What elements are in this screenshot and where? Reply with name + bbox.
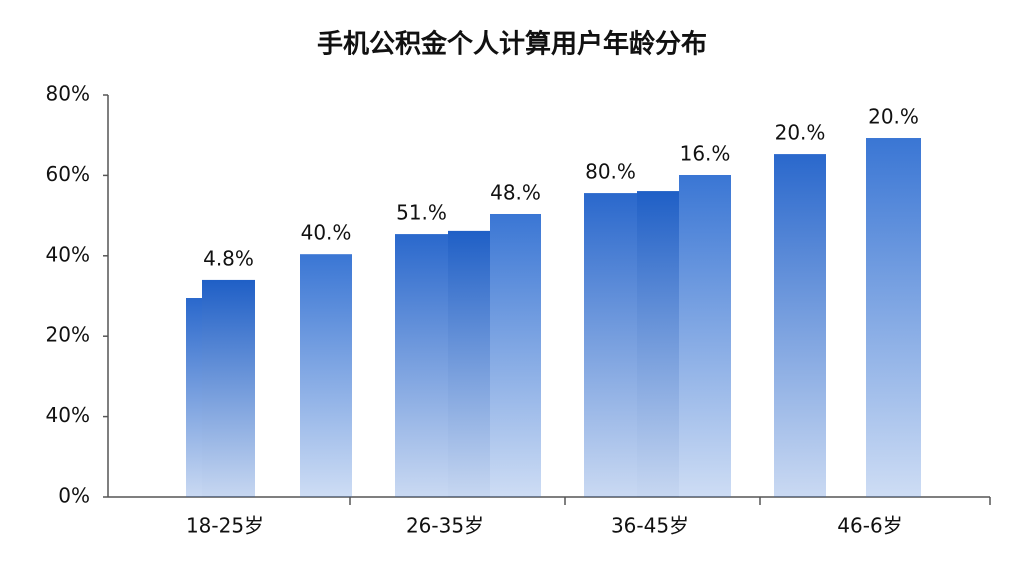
x-tick-label: 46-6岁 — [837, 514, 902, 538]
bar — [300, 254, 352, 497]
x-tick-label: 18-25岁 — [186, 514, 264, 538]
bar-annotation: 20.% — [775, 121, 826, 145]
y-tick-label: 40% — [46, 242, 90, 266]
bar-annotation: 4.8% — [203, 246, 254, 270]
bar — [637, 191, 679, 497]
bar — [395, 234, 448, 498]
bar — [490, 213, 541, 497]
bar-annotation: 51.% — [396, 201, 447, 225]
bar-annotation: 48.% — [490, 180, 541, 204]
bar — [186, 298, 202, 497]
x-tick-label: 26-35岁 — [406, 514, 484, 538]
bar — [866, 138, 921, 497]
chart-title: 手机公积金个人计算用户年龄分布 — [317, 29, 707, 60]
bar-annotation: 16.% — [680, 141, 731, 165]
y-tick-label: 80% — [46, 82, 90, 106]
bar — [584, 193, 637, 497]
bar — [679, 174, 731, 498]
bar — [202, 279, 255, 497]
bar-annotation: 40.% — [301, 221, 352, 245]
y-tick-label: 40% — [46, 403, 90, 427]
bar-annotation: 20.% — [868, 105, 919, 129]
bar — [448, 230, 490, 497]
y-tick-label: 0% — [58, 484, 90, 508]
y-tick-label: 20% — [46, 323, 90, 347]
y-tick-label: 60% — [46, 162, 90, 186]
x-tick-label: 36-45岁 — [611, 514, 689, 538]
bar — [774, 154, 826, 497]
bar-annotation: 80.% — [585, 160, 636, 184]
